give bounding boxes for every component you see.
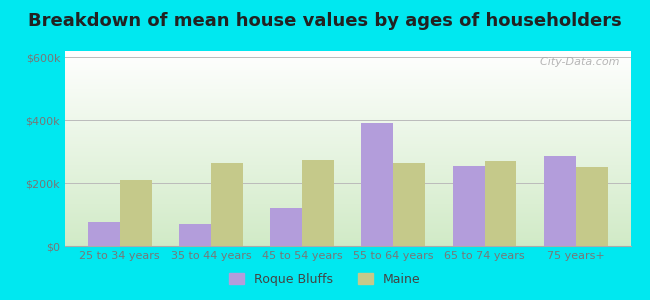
Bar [211,163,243,246]
Bar [120,180,151,246]
Text: Breakdown of mean house values by ages of householders: Breakdown of mean house values by ages o… [28,12,622,30]
Bar [544,156,576,246]
Bar [302,160,334,246]
Bar [576,167,608,246]
Bar [179,224,211,246]
Bar [88,222,120,246]
Bar [270,208,302,246]
Text: City-Data.com: City-Data.com [533,57,619,67]
Bar [393,163,425,246]
Bar [361,123,393,246]
Bar [452,166,484,246]
Bar [484,161,517,246]
Legend: Roque Bluffs, Maine: Roque Bluffs, Maine [224,268,426,291]
